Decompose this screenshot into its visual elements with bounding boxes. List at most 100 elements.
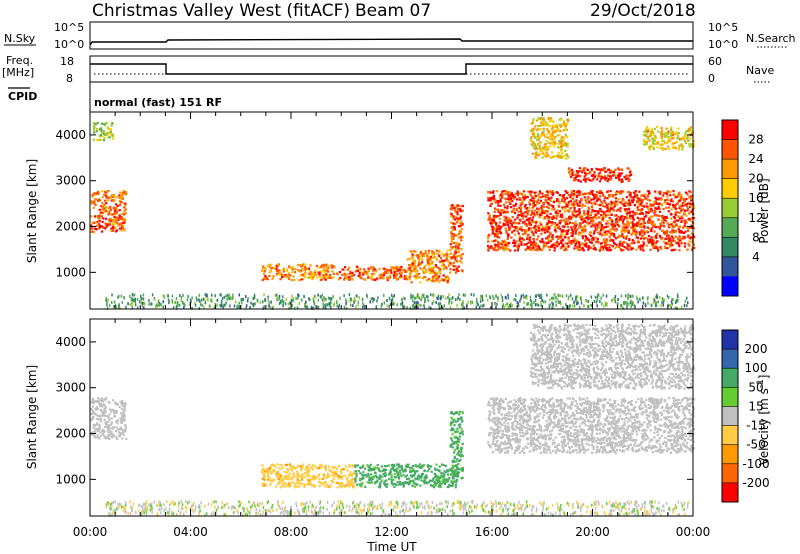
data-cell [594, 210, 597, 213]
data-cell [286, 467, 289, 470]
data-cell [545, 237, 548, 240]
data-cell [351, 472, 354, 475]
ground-scatter-cell [117, 295, 119, 299]
ground-scatter-cell [433, 300, 435, 304]
data-cell [563, 210, 566, 213]
data-cell [584, 217, 588, 220]
data-cell [436, 279, 439, 282]
ground-scatter-cell [624, 300, 626, 304]
ground-scatter-cell [297, 296, 299, 300]
data-cell [580, 199, 583, 202]
ground-scatter-cell [444, 296, 447, 300]
data-cell [526, 190, 529, 193]
data-cell [514, 204, 517, 207]
data-cell [570, 191, 573, 194]
data-cell [538, 229, 541, 232]
data-cell [569, 207, 572, 210]
data-cell [683, 139, 686, 142]
data-cell [552, 216, 555, 219]
data-cell [561, 238, 564, 241]
data-cell [598, 198, 601, 201]
data-cell [105, 210, 108, 213]
data-cell [94, 423, 98, 427]
data-cell [292, 472, 295, 475]
data-cell [495, 230, 498, 233]
data-cell [491, 226, 495, 229]
ground-scatter-cell [187, 294, 189, 298]
ground-scatter-cell [517, 302, 519, 305]
data-cell [123, 229, 126, 232]
data-cell [677, 227, 680, 231]
data-cell [512, 239, 516, 242]
ground-scatter-cell [552, 302, 554, 306]
data-cell [519, 210, 523, 213]
ground-scatter-cell [627, 293, 629, 297]
data-cell [687, 201, 690, 204]
data-cell [489, 246, 492, 249]
ground-scatter-cell [129, 294, 131, 298]
data-cell [686, 209, 689, 212]
ground-scatter-cell [590, 304, 593, 307]
data-cell [106, 224, 109, 227]
cpid-label: CPID [8, 90, 37, 103]
data-cell [282, 270, 286, 273]
data-cell [497, 243, 500, 246]
data-cell [373, 268, 376, 271]
data-cell [491, 228, 494, 231]
data-cell [105, 202, 108, 205]
data-cell [107, 207, 111, 210]
data-cell [666, 222, 669, 225]
data-cell [108, 429, 111, 433]
ground-scatter-cell [182, 293, 184, 297]
data-cell [655, 213, 658, 217]
data-cell [672, 237, 675, 240]
data-cell [556, 134, 559, 137]
data-cell [561, 225, 564, 228]
ground-scatter-cell [392, 300, 394, 304]
data-cell [311, 278, 314, 281]
data-cell [105, 122, 108, 125]
data-cell [122, 410, 125, 413]
data-cell [452, 237, 455, 240]
data-cell [458, 254, 461, 258]
data-cell [446, 254, 449, 257]
data-cell [561, 208, 564, 211]
ground-scatter-cell [223, 303, 225, 307]
data-cell [371, 278, 375, 281]
data-cell [525, 243, 528, 246]
data-cell [511, 231, 514, 234]
data-cell [328, 474, 331, 477]
data-cell [424, 255, 427, 258]
ground-scatter-cell [298, 294, 300, 298]
data-cell [450, 215, 453, 218]
data-cell [538, 116, 541, 120]
data-cell [652, 131, 655, 134]
data-cell [666, 241, 669, 244]
data-cell [457, 246, 460, 250]
data-cell [523, 229, 526, 232]
nave-tick-top: 60 [708, 55, 722, 68]
ground-scatter-cell [304, 304, 307, 308]
data-cell [108, 434, 111, 437]
data-cell [300, 278, 303, 281]
ground-scatter-cell [131, 301, 133, 305]
data-cell [654, 196, 657, 199]
ground-scatter-cell [125, 305, 127, 309]
ground-scatter-cell [330, 299, 332, 303]
ground-scatter-cell [312, 297, 314, 301]
ground-scatter-cell [357, 303, 359, 307]
data-cell [676, 137, 679, 140]
ground-scatter-cell [362, 305, 364, 309]
ground-scatter-cell [337, 305, 340, 309]
data-cell [593, 236, 596, 240]
data-cell [544, 135, 547, 138]
data-cell [452, 222, 455, 225]
ground-scatter-cell [348, 293, 351, 297]
data-cell [645, 244, 648, 247]
data-cell [624, 204, 627, 207]
data-cell [536, 226, 539, 229]
data-cell [554, 135, 557, 139]
data-cell [640, 199, 643, 202]
data-cell [441, 259, 444, 262]
data-cell [613, 224, 616, 227]
